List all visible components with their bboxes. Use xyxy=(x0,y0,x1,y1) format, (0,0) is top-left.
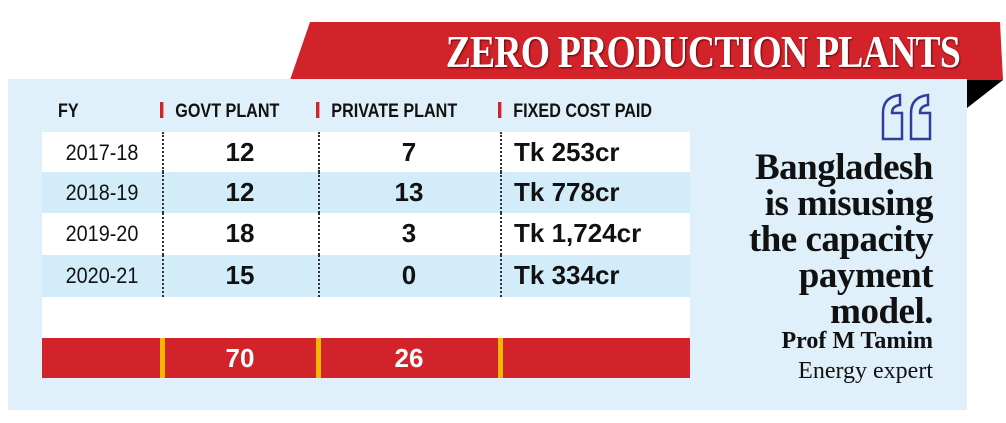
dotted-divider xyxy=(318,172,320,213)
dotted-divider xyxy=(318,213,320,255)
dotted-divider xyxy=(500,213,502,255)
private-cell: 13 xyxy=(394,177,424,207)
header-private: PRIVATE PLANT xyxy=(316,97,457,127)
quote-line: the capacity xyxy=(748,219,934,260)
dotted-divider xyxy=(162,213,164,255)
header-marker xyxy=(316,102,320,118)
private-cell: 7 xyxy=(401,137,417,167)
page-title: ZERO PRODUCTION PLANTS xyxy=(445,26,961,77)
govt-cell: 12 xyxy=(225,137,255,167)
dotted-divider xyxy=(318,132,320,172)
blank-row xyxy=(42,297,690,338)
quote-line: payment xyxy=(798,255,934,296)
cost-cell: Tk 1,724cr xyxy=(514,218,642,248)
quote-line: is misusing xyxy=(764,183,934,224)
header-label: PRIVATE PLANT xyxy=(331,101,458,122)
dotted-divider xyxy=(162,132,164,172)
quote-open-icon xyxy=(881,93,932,141)
quote-author: Prof M Tamim xyxy=(781,328,933,354)
quote-text: Bangladesh is misusing the capacity paym… xyxy=(748,147,934,332)
dotted-divider xyxy=(162,255,164,297)
total-govt: 70 xyxy=(225,343,255,373)
header-label: FY xyxy=(58,101,79,122)
table-row: 2017-18 12 7 Tk 253cr xyxy=(42,132,690,172)
total-private: 26 xyxy=(394,343,424,373)
header-govt: GOVT PLANT xyxy=(160,97,279,127)
quote-line: model. xyxy=(830,291,933,332)
fy-cell: 2020-21 xyxy=(65,263,139,288)
totals-row: 70 26 xyxy=(42,338,690,378)
quote-author-role: Energy expert xyxy=(798,358,933,384)
title-banner-shape xyxy=(290,22,1003,108)
cost-cell: Tk 778cr xyxy=(514,177,620,207)
private-cell: 0 xyxy=(401,260,417,290)
govt-cell: 12 xyxy=(225,177,255,207)
dotted-divider xyxy=(162,172,164,213)
table-row: 2020-21 15 0 Tk 334cr xyxy=(42,255,690,297)
header-marker xyxy=(160,102,164,118)
fy-cell: 2017-18 xyxy=(65,140,139,165)
dotted-divider xyxy=(500,132,502,172)
fy-cell: 2019-20 xyxy=(65,221,139,246)
header-cost: FIXED COST PAID xyxy=(498,97,652,127)
column-separator xyxy=(160,338,165,378)
private-cell: 3 xyxy=(401,218,417,248)
quote-line: Bangladesh xyxy=(754,147,934,188)
header-fy: FY xyxy=(58,97,79,127)
cost-cell: Tk 334cr xyxy=(514,260,620,290)
dotted-divider xyxy=(500,255,502,297)
header-label: GOVT PLANT xyxy=(175,101,280,122)
table-row: 2018-19 12 13 Tk 778cr xyxy=(42,172,690,213)
govt-cell: 18 xyxy=(225,218,255,248)
dotted-divider xyxy=(318,255,320,297)
column-separator xyxy=(316,338,321,378)
fy-cell: 2018-19 xyxy=(65,180,139,205)
table-row: 2019-20 18 3 Tk 1,724cr xyxy=(42,213,690,255)
dotted-divider xyxy=(500,172,502,213)
column-separator xyxy=(498,338,503,378)
govt-cell: 15 xyxy=(225,260,255,290)
cost-cell: Tk 253cr xyxy=(514,137,620,167)
header-label: FIXED COST PAID xyxy=(513,101,653,122)
header-marker xyxy=(498,102,502,118)
